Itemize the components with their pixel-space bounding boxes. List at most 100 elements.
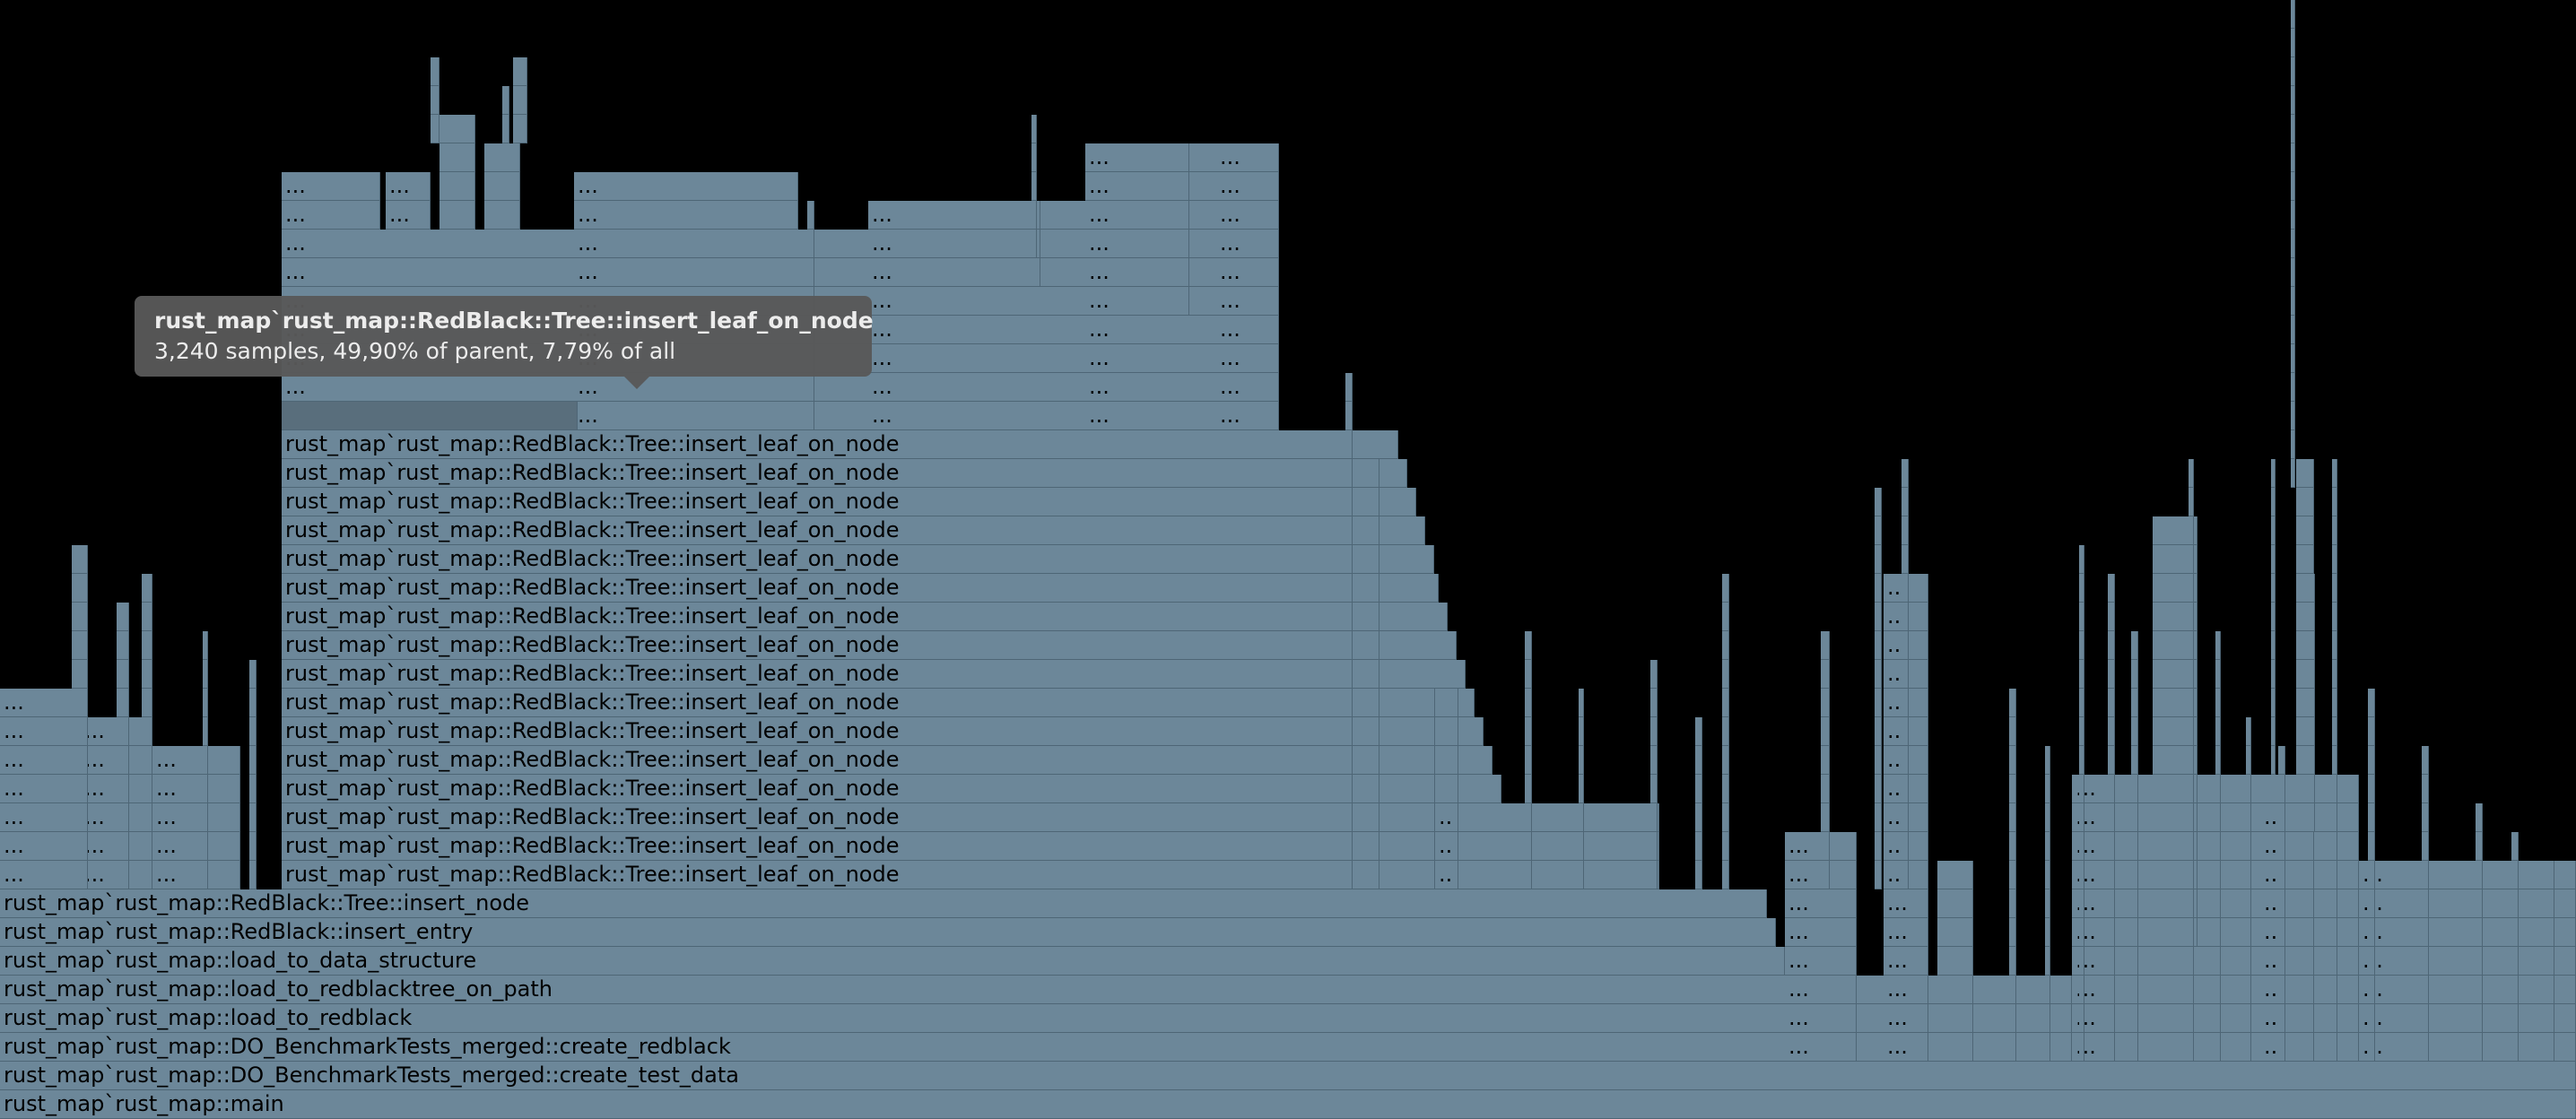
flame-frame[interactable] <box>1579 832 1584 861</box>
flame-frame[interactable] <box>1722 660 1729 689</box>
flame-frame[interactable] <box>2271 717 2276 746</box>
flame-frame[interactable] <box>2511 918 2519 947</box>
flame-frame[interactable] <box>1902 861 1909 889</box>
flame-frame[interactable]: ... <box>282 258 578 287</box>
flame-frame[interactable] <box>2511 889 2519 918</box>
flame-frame[interactable] <box>142 832 152 861</box>
flame-frame[interactable] <box>1345 545 1353 574</box>
flame-frame[interactable] <box>2422 889 2429 918</box>
flame-frame[interactable] <box>117 631 129 660</box>
flame-frame[interactable] <box>2368 976 2375 1004</box>
flame-frame[interactable] <box>2009 717 2016 746</box>
flame-frame[interactable] <box>2547 976 2554 1004</box>
flame-frame[interactable]: ... <box>152 861 224 889</box>
flame-frame[interactable] <box>2079 746 2084 775</box>
flame-frame[interactable] <box>1821 746 1830 775</box>
flame-frame[interactable] <box>2189 775 2194 803</box>
flame-frame[interactable] <box>2189 947 2194 976</box>
flame-frame[interactable] <box>1821 775 1830 803</box>
flame-frame[interactable] <box>1031 172 1037 201</box>
flame-frame[interactable] <box>2476 918 2483 947</box>
flame-frame[interactable] <box>2108 918 2115 947</box>
flame-frame[interactable] <box>203 631 208 660</box>
flame-frame[interactable] <box>2291 115 2295 143</box>
flame-frame[interactable] <box>1821 803 1830 832</box>
flame-frame[interactable] <box>1184 172 1189 201</box>
flame-frame[interactable] <box>1875 746 1882 775</box>
flame-frame[interactable] <box>1372 545 1379 574</box>
flame-frame[interactable] <box>72 631 88 660</box>
flame-frame[interactable] <box>1453 689 1458 717</box>
flame-frame[interactable] <box>1695 861 1702 889</box>
flame-frame[interactable] <box>1650 861 1658 889</box>
flame-frame[interactable] <box>1902 545 1909 574</box>
flame-frame[interactable] <box>1902 488 1909 516</box>
flame-frame[interactable]: ... <box>1785 947 1857 976</box>
flame-frame[interactable] <box>2332 889 2337 918</box>
flame-frame[interactable] <box>2476 947 2483 976</box>
flame-frame[interactable] <box>2271 516 2276 545</box>
flame-frame[interactable] <box>2476 889 2483 918</box>
flame-frame[interactable] <box>2131 1033 2138 1062</box>
flame-frame[interactable] <box>807 201 814 230</box>
flame-frame[interactable] <box>1650 803 1658 832</box>
flame-frame[interactable] <box>2215 775 2221 803</box>
flame-frame[interactable] <box>1902 832 1909 861</box>
flame-frame[interactable] <box>2079 1033 2084 1062</box>
flame-frame[interactable] <box>2108 947 2115 976</box>
flame-frame[interactable] <box>2045 775 2050 803</box>
flame-frame[interactable] <box>2291 143 2295 172</box>
frame-insert-leaf-on-node[interactable]: rust_map`rust_map::RedBlack::Tree::inser… <box>282 861 1528 889</box>
flame-frame[interactable] <box>2189 603 2194 631</box>
flame-frame[interactable] <box>2278 775 2285 803</box>
flame-frame[interactable] <box>1722 717 1729 746</box>
flame-frame[interactable] <box>1722 689 1729 717</box>
flame-frame[interactable] <box>2131 775 2138 803</box>
flame-frame[interactable] <box>2131 861 2138 889</box>
flame-frame[interactable] <box>2079 545 2084 574</box>
flame-frame[interactable] <box>2246 832 2251 861</box>
flame-frame[interactable] <box>249 660 257 689</box>
flame-frame[interactable]: ... <box>1216 344 1279 373</box>
flame-frame[interactable] <box>2215 631 2221 660</box>
flame-frame[interactable] <box>1345 402 1353 430</box>
flame-frame[interactable] <box>2271 574 2276 603</box>
flame-frame[interactable] <box>1372 689 1379 717</box>
flame-frame[interactable]: ... <box>152 832 224 861</box>
flame-frame[interactable] <box>2079 574 2084 603</box>
flame-frame[interactable] <box>1579 689 1584 717</box>
flame-frame[interactable]: ... <box>2260 1033 2314 1062</box>
flame-frame[interactable] <box>2311 803 2315 832</box>
flame-frame[interactable] <box>1372 459 1379 488</box>
flame-frame[interactable] <box>1525 803 1532 832</box>
flame-frame[interactable] <box>2246 861 2251 889</box>
flame-frame[interactable] <box>2332 660 2337 689</box>
flame-frame[interactable] <box>1821 631 1830 660</box>
flame-frame[interactable] <box>2045 803 2050 832</box>
flame-frame[interactable] <box>2246 918 2251 947</box>
flame-frame[interactable] <box>2079 775 2084 803</box>
flame-frame[interactable] <box>2045 1004 2050 1033</box>
flame-frame[interactable] <box>2246 717 2251 746</box>
frame-insert-leaf-on-node[interactable]: rust_map`rust_map::RedBlack::Tree::inser… <box>282 689 1475 717</box>
flame-frame[interactable] <box>2108 689 2115 717</box>
flame-frame[interactable] <box>513 86 527 115</box>
flame-frame[interactable] <box>2246 746 2251 775</box>
flame-frame[interactable] <box>1902 603 1909 631</box>
flame-frame[interactable] <box>2079 918 2084 947</box>
flame-frame[interactable] <box>2291 287 2295 316</box>
frame-insert-leaf-on-node[interactable]: rust_map`rust_map::RedBlack::Tree::inser… <box>282 832 1519 861</box>
flame-frame[interactable] <box>2368 947 2375 976</box>
flame-frame[interactable] <box>1372 803 1379 832</box>
flame-frame[interactable] <box>1937 1033 1973 1062</box>
flame-frame[interactable] <box>2079 660 2084 689</box>
flame-frame[interactable] <box>2045 947 2050 976</box>
flame-frame[interactable]: ... <box>152 775 224 803</box>
flame-frame[interactable]: ... <box>574 373 870 402</box>
flame-frame[interactable] <box>1579 717 1584 746</box>
flame-frame[interactable] <box>1372 631 1379 660</box>
flame-frame[interactable] <box>1345 689 1353 717</box>
flame-frame[interactable] <box>142 689 152 717</box>
flame-frame[interactable] <box>72 717 88 746</box>
flame-frame[interactable] <box>1372 516 1379 545</box>
